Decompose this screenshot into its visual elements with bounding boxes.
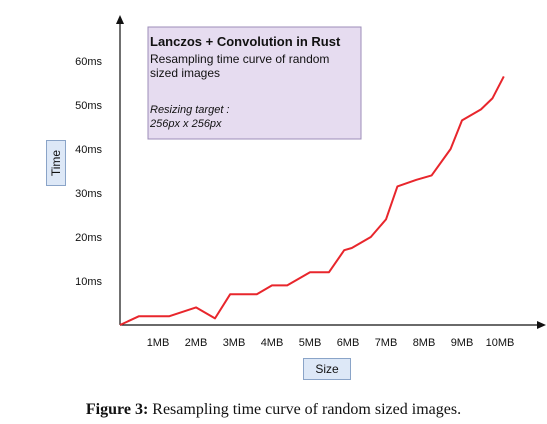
x-tick-labels: 1MB 2MB 3MB 4MB 5MB 6MB 7MB 8MB 9MB 10MB [147,337,515,349]
x-tick-label: 9MB [451,337,474,349]
series-line [119,75,505,326]
y-tick-labels: 10ms 20ms 30ms 40ms 50ms 60ms [75,56,102,288]
x-tick-label: 8MB [413,337,436,349]
resizing-target-label: Resizing target : [150,104,230,116]
y-tick-label: 60ms [75,56,102,68]
figure-caption-text: Resampling time curve of random sized im… [148,401,462,418]
x-tick-label: 4MB [261,337,284,349]
y-axis-label: Time [49,149,63,177]
x-tick-label: 2MB [185,337,208,349]
x-axis-label: Size [315,362,339,376]
resizing-target-annotation: Resizing target : 256px x 256px [150,103,350,131]
time-curve-chart: 10ms 20ms 30ms 40ms 50ms 60ms 1MB 2MB 3MB 4MB 5MB… [75,15,546,349]
chart-subtitle: Resampling time curve of random sized im… [150,52,330,80]
x-tick-label: 7MB [375,337,398,349]
y-axis-label-box: Time [46,140,66,186]
y-tick-label: 30ms [75,188,102,200]
y-axis-arrow-icon [116,15,124,24]
y-tick-label: 20ms [75,232,102,244]
y-tick-label: 40ms [75,144,102,156]
x-axis-label-box: Size [303,358,351,380]
y-tick-label: 50ms [75,100,102,112]
x-tick-label: 6MB [337,337,360,349]
x-tick-label: 5MB [299,337,322,349]
chart-title: Lanczos + Convolution in Rust [150,34,341,49]
series-layer [119,75,505,326]
figure-caption: Figure 3: Resampling time curve of rando… [0,401,547,419]
x-tick-label: 1MB [147,337,170,349]
resizing-target-value: 256px x 256px [150,118,222,130]
annotation-box [147,26,362,140]
x-axis-arrow-icon [537,321,546,329]
figure-caption-label: Figure 3: [85,401,149,418]
x-tick-label: 10MB [486,337,515,349]
x-tick-label: 3MB [223,337,246,349]
y-tick-label: 10ms [75,276,102,288]
